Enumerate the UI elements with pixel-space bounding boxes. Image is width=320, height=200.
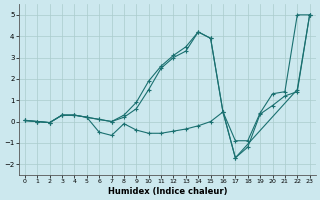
X-axis label: Humidex (Indice chaleur): Humidex (Indice chaleur) [108,187,227,196]
